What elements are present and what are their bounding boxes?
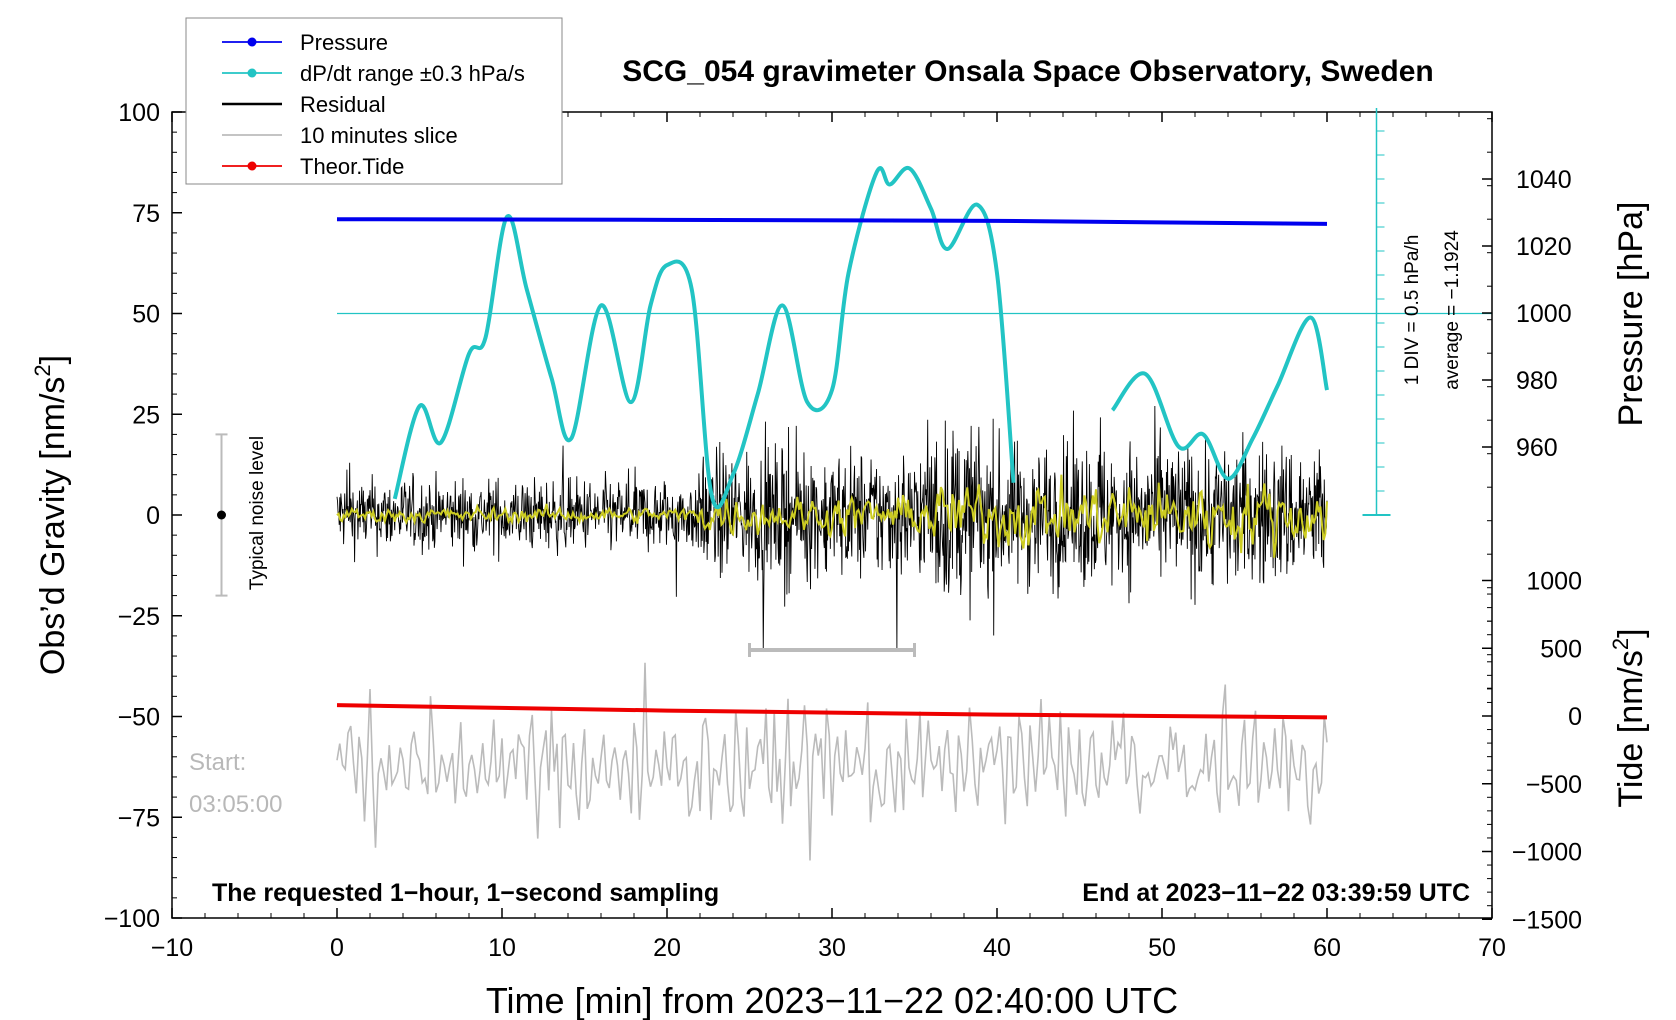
residual-series: [336, 406, 1328, 650]
y-axis-tide-label-close: ]: [1612, 628, 1650, 637]
tide-tick-label: 0: [1568, 703, 1582, 731]
y-axis-left-label-text: Obs’d Gravity [nm/s: [34, 377, 72, 676]
x-tick-label: −10: [151, 934, 193, 962]
dpdt-scale-label: 1 DIV = 0.5 hPa/h: [1402, 235, 1423, 386]
pressure-tick-label: 980: [1516, 367, 1558, 395]
y-tick-label: 0: [146, 502, 160, 530]
y-axis-left-ticks: −100 −75 −50 −25 0 25 50 75 100: [104, 99, 182, 933]
chart-title: SCG_054 gravimeter Onsala Space Observat…: [622, 55, 1434, 88]
legend-marker-1: [247, 68, 257, 78]
legend-label-0: Pressure: [300, 30, 388, 55]
dpdt-line: [392, 165, 1016, 510]
tide-tick-label: 500: [1540, 635, 1582, 663]
smoothed-residual-line: [336, 474, 1328, 558]
dpdt-series: [337, 165, 1492, 510]
y-tick-label: −100: [104, 905, 160, 933]
tide-tick-label: 1000: [1526, 568, 1582, 596]
y-axis-tide-label-text: Tide [nm/s: [1612, 650, 1650, 807]
legend-marker-0: [247, 37, 257, 47]
start-label: Start:: [189, 749, 246, 776]
x-axis-label: Time [min] from 2023−11−22 02:40:00 UTC: [486, 980, 1178, 1020]
slice-line: [336, 662, 1328, 861]
y-axis-pressure-label: Pressure [hPa]: [1612, 202, 1650, 427]
footer-left-label: The requested 1−hour, 1−second sampling: [212, 879, 719, 907]
y-axis-left-label-sup: 2: [30, 364, 55, 376]
x-tick-label: 0: [330, 934, 344, 962]
pressure-tick-label: 960: [1516, 434, 1558, 462]
legend: Pressure dP/dt range ±0.3 hPa/s Residual 10…: [185, 17, 563, 185]
y-axis-left-label: Obs’d Gravity [nm/s2]: [30, 355, 72, 675]
slice-bracket: [748, 643, 916, 658]
legend-items: Pressure dP/dt range ±0.3 hPa/s Residual 10…: [222, 30, 525, 179]
typical-noise-bar: [215, 433, 228, 597]
tide-axis-ticks: −1500 −1000 −500 0 500 1000: [1482, 568, 1582, 934]
legend-label-2: Residual: [300, 92, 386, 117]
y-axis-left-label-close: ]: [34, 355, 72, 364]
x-tick-label: 10: [488, 934, 516, 962]
x-tick-label: 20: [653, 934, 681, 962]
tide-tick-label: −500: [1526, 771, 1582, 799]
tide-line: [336, 703, 1328, 720]
y-tick-label: 100: [118, 99, 160, 127]
pressure-axis-ticks: 960 980 1000 1020 1040: [1482, 118, 1572, 689]
dpdt-average-label: average = −1.1924: [1442, 230, 1463, 390]
x-tick-label: 50: [1148, 934, 1176, 962]
ten-minute-slice-series: [336, 662, 1328, 861]
smoothed-residual-series: [336, 474, 1328, 558]
x-tick-label: 60: [1313, 934, 1341, 962]
y-axis-tide-label-sup: 2: [1608, 638, 1633, 650]
pressure-line: [336, 217, 1328, 226]
y-tick-label: 50: [132, 301, 160, 329]
legend-marker-4: [247, 161, 257, 171]
y-tick-label: −50: [118, 704, 160, 732]
legend-label-1: dP/dt range ±0.3 hPa/s: [300, 61, 525, 86]
y-tick-label: 25: [132, 401, 160, 429]
footer-right-label: End at 2023−11−22 03:39:59 UTC: [1082, 879, 1470, 907]
noise-bar-center-dot: [217, 510, 226, 520]
pressure-series: [336, 217, 1328, 226]
y-tick-label: −75: [118, 804, 160, 832]
x-tick-label: 70: [1478, 934, 1506, 962]
legend-label-4: Theor.Tide: [300, 154, 404, 179]
residual-line: [336, 406, 1328, 650]
dpdt-scale-bar: [1362, 108, 1391, 516]
y-tick-label: −25: [118, 603, 160, 631]
legend-box: [185, 17, 563, 185]
legend-label-3: 10 minutes slice: [300, 123, 458, 148]
minor-ticks: [172, 112, 1460, 918]
start-time-label: 03:05:00: [189, 791, 282, 818]
tide-series: [336, 703, 1328, 720]
x-tick-label: 30: [818, 934, 846, 962]
pressure-tick-label: 1040: [1516, 166, 1572, 194]
x-tick-label: 40: [983, 934, 1011, 962]
pressure-tick-label: 1000: [1516, 300, 1572, 328]
y-tick-label: 75: [132, 200, 160, 228]
dpdt-line-2: [1110, 315, 1329, 481]
tide-tick-label: −1000: [1512, 839, 1582, 867]
y-axis-tide-label: Tide [nm/s2]: [1608, 628, 1650, 807]
tide-tick-label: −1500: [1512, 906, 1582, 934]
pressure-tick-label: 1020: [1516, 233, 1572, 261]
typical-noise-label: Typical noise level: [247, 436, 268, 590]
